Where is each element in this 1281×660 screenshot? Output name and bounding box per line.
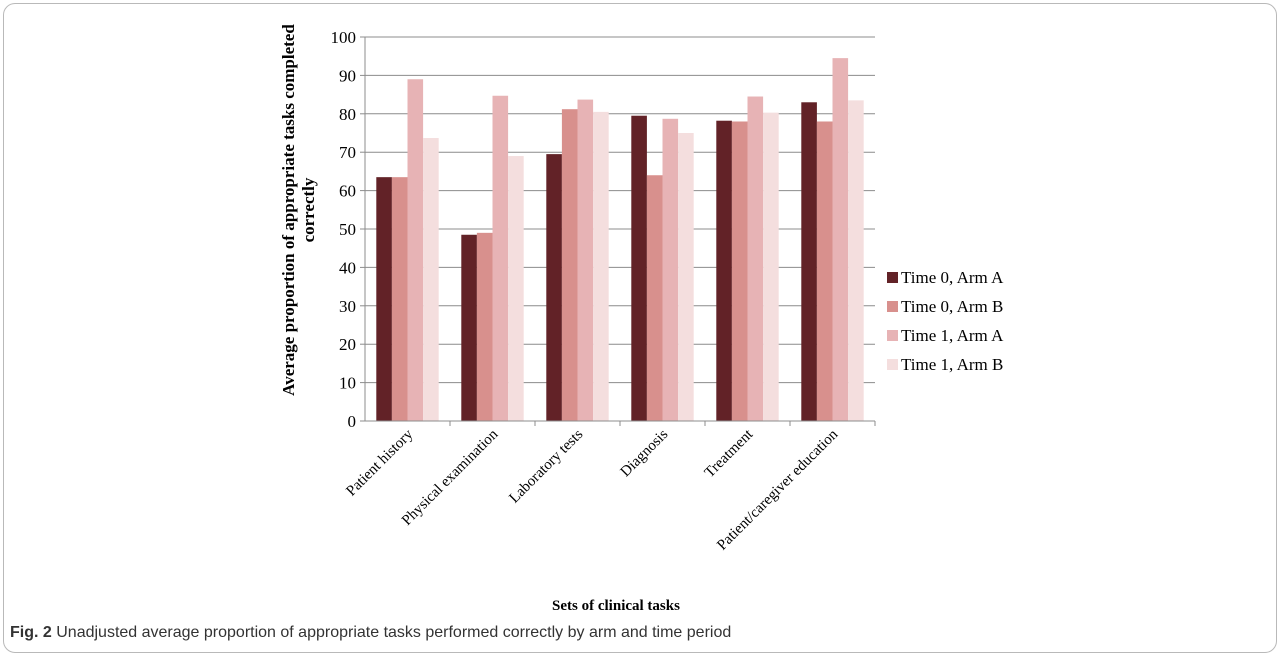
- y-tick-label: 50: [339, 220, 356, 239]
- y-axis-label-line: correctly: [299, 177, 318, 242]
- bar: [423, 137, 439, 421]
- legend: Time 0, Arm A Time 0, Arm B Time 1, Arm A T…: [887, 268, 1004, 374]
- bar: [747, 96, 764, 422]
- bar: [678, 133, 694, 421]
- bar: [492, 95, 509, 421]
- x-tick-label: Laboratory tests: [506, 426, 586, 506]
- bar: [407, 79, 424, 422]
- x-tick-label: Diagnosis: [618, 426, 672, 480]
- y-axis-label-line: Average proportion of appropriate tasks …: [279, 24, 298, 396]
- bars: [376, 58, 864, 422]
- x-tick-label: Treatment: [702, 426, 757, 481]
- y-tick-label: 60: [339, 182, 356, 201]
- y-tick-label: 0: [348, 412, 357, 431]
- x-tick-label: Patient history: [343, 426, 416, 499]
- y-tick-label: 100: [331, 28, 357, 47]
- bar: [476, 232, 493, 421]
- bar: [832, 58, 849, 422]
- legend-label: Time 0, Arm A: [901, 268, 1004, 287]
- y-tick-label: 90: [339, 66, 356, 85]
- bar: [646, 175, 663, 421]
- figure-label: Fig. 2: [10, 624, 52, 641]
- legend-swatch: [887, 330, 898, 341]
- bar: [546, 154, 562, 421]
- axes: [364, 37, 876, 426]
- bar: [816, 121, 833, 421]
- bar: [376, 177, 392, 421]
- bar: [662, 118, 679, 422]
- bar: [763, 112, 779, 421]
- gridlines: [360, 36, 875, 422]
- figure-caption: Fig. 2 Unadjusted average proportion of …: [10, 624, 731, 642]
- bar: [561, 109, 578, 421]
- x-tick-label: Physical examination: [399, 426, 502, 529]
- legend-swatch: [887, 272, 898, 283]
- y-tick-label: 10: [339, 374, 356, 393]
- legend-label: Time 1, Arm B: [901, 355, 1003, 374]
- bar: [848, 100, 864, 422]
- bar: [461, 234, 477, 421]
- y-tick-label: 80: [339, 105, 356, 124]
- y-tick-label: 30: [339, 297, 356, 316]
- y-tick-labels: 0 10 20 30 40 50 60 70 80 90 100: [331, 28, 357, 431]
- figure-caption-text: Unadjusted average proportion of appropr…: [56, 624, 732, 641]
- legend-swatch: [887, 359, 898, 370]
- bar: [731, 121, 748, 421]
- bar: [508, 156, 524, 422]
- bar: [577, 99, 594, 421]
- legend-label: Time 1, Arm A: [901, 326, 1004, 345]
- bar: [716, 120, 732, 421]
- y-axis-label: Average proportion of appropriate tasks …: [279, 24, 318, 396]
- bar: [631, 115, 647, 421]
- bar: [593, 111, 609, 421]
- bar: [801, 102, 817, 421]
- y-tick-label: 40: [339, 258, 356, 277]
- bar: [391, 177, 408, 421]
- legend-label: Time 0, Arm B: [901, 297, 1003, 316]
- bar-chart: 0 10 20 30 40 50 60 70 80 90 100 Patient historyPh…: [279, 24, 1004, 614]
- y-tick-label: 70: [339, 143, 356, 162]
- x-axis-label: Sets of clinical tasks: [552, 598, 680, 614]
- y-tick-label: 20: [339, 335, 356, 354]
- legend-swatch: [887, 301, 898, 312]
